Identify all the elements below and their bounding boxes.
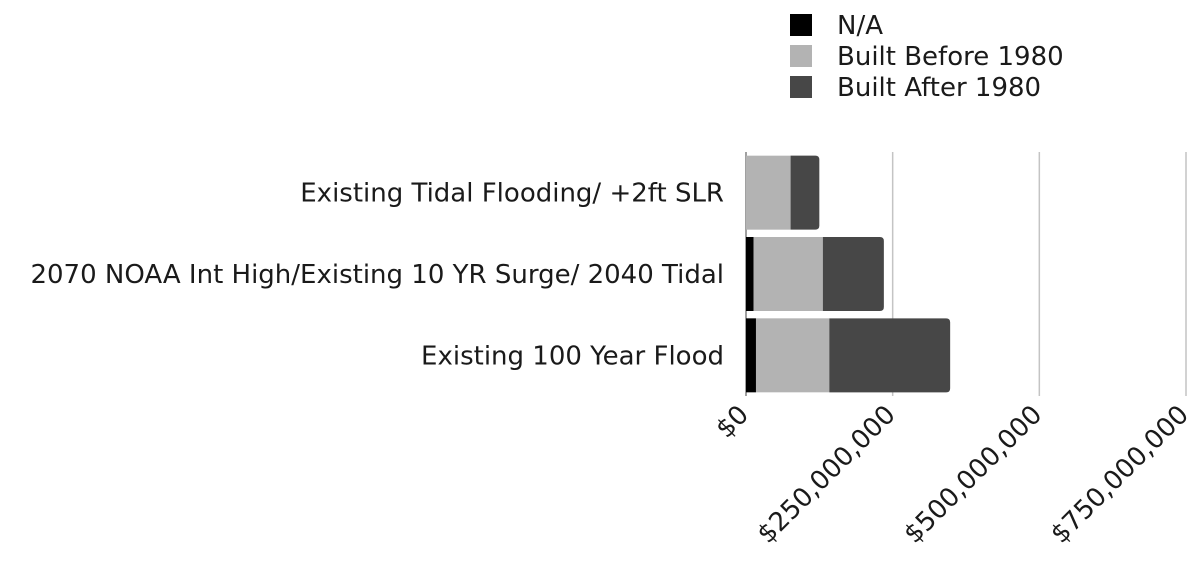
bar-1-series-1: [753, 237, 823, 311]
bar-0-series-1: [746, 155, 791, 230]
legend-label-0: N/A: [837, 11, 883, 41]
bar-1-series-0: [746, 237, 754, 311]
x-axis-tick-labels: $0$250,000,000$500,000,000$750,000,000: [710, 400, 1195, 550]
bar-2-series-1: [755, 318, 830, 393]
legend-swatch-1: [790, 45, 812, 67]
legend-swatch-0: [790, 14, 812, 36]
bar-2-series-2: [829, 318, 951, 393]
category-labels: Existing Tidal Flooding/ +2ft SLR 2070 NO…: [30, 179, 724, 372]
category-label-1: 2070 NOAA Int High/Existing 10 YR Surge/…: [30, 260, 724, 290]
x-tick-label-1: $250,000,000: [752, 400, 902, 550]
category-label-0: Existing Tidal Flooding/ +2ft SLR: [300, 179, 724, 209]
bar-0-series-2: [790, 155, 820, 230]
legend-label-2: Built After 1980: [837, 73, 1041, 103]
bars: [746, 155, 951, 393]
x-tick-label-0: $0: [710, 400, 755, 445]
legend-label-1: Built Before 1980: [837, 42, 1064, 72]
legend-swatch-2: [790, 76, 812, 98]
category-label-2: Existing 100 Year Flood: [421, 341, 724, 371]
x-tick-label-3: $750,000,000: [1045, 400, 1195, 550]
bar-2-series-0: [746, 318, 756, 393]
x-tick-label-2: $500,000,000: [898, 400, 1048, 550]
bar-1-series-2: [822, 237, 884, 311]
